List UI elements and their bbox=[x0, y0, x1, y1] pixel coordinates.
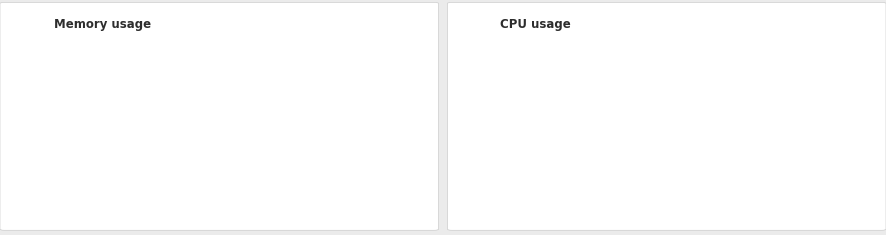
Text: Memory usage: Memory usage bbox=[54, 18, 152, 31]
Point bbox=[222, 63, 237, 66]
Point bbox=[820, 136, 834, 140]
Text: CPU usage: CPU usage bbox=[500, 18, 571, 31]
Point bbox=[111, 76, 125, 80]
Circle shape bbox=[15, 16, 45, 45]
Bar bbox=[19, 29, 24, 40]
Point bbox=[559, 103, 573, 107]
Point bbox=[540, 126, 555, 130]
Point bbox=[522, 133, 536, 137]
Bar bbox=[482, 18, 486, 40]
Point bbox=[764, 123, 778, 126]
Point bbox=[371, 65, 385, 69]
Point bbox=[297, 65, 311, 69]
Point bbox=[129, 68, 144, 71]
Point bbox=[708, 135, 722, 139]
Point bbox=[92, 75, 106, 79]
Point bbox=[148, 61, 162, 65]
Legend: Memory: Memory bbox=[213, 28, 284, 44]
Point bbox=[745, 124, 759, 128]
Point bbox=[315, 65, 330, 69]
Point bbox=[353, 65, 367, 69]
Point bbox=[503, 132, 517, 135]
Point bbox=[615, 82, 629, 85]
Point bbox=[671, 132, 685, 136]
Bar bbox=[36, 18, 41, 40]
Point bbox=[689, 127, 703, 130]
Point bbox=[782, 131, 797, 134]
Circle shape bbox=[461, 16, 491, 45]
Point bbox=[596, 69, 610, 73]
Bar bbox=[465, 29, 470, 40]
Point bbox=[334, 65, 348, 69]
Legend: CPU: CPU bbox=[651, 28, 704, 44]
Bar bbox=[474, 23, 478, 40]
Point bbox=[74, 76, 88, 80]
Point bbox=[633, 89, 648, 93]
Point bbox=[167, 64, 181, 68]
Point bbox=[838, 118, 852, 122]
Point bbox=[801, 127, 815, 131]
Point bbox=[652, 88, 666, 92]
Bar bbox=[28, 23, 32, 40]
Point bbox=[241, 65, 255, 68]
Point bbox=[578, 91, 592, 95]
Point bbox=[204, 65, 218, 68]
Point bbox=[727, 122, 741, 126]
Point bbox=[260, 65, 274, 69]
Point bbox=[408, 64, 423, 68]
Point bbox=[278, 65, 292, 69]
Point bbox=[185, 65, 199, 68]
Point bbox=[390, 65, 404, 69]
